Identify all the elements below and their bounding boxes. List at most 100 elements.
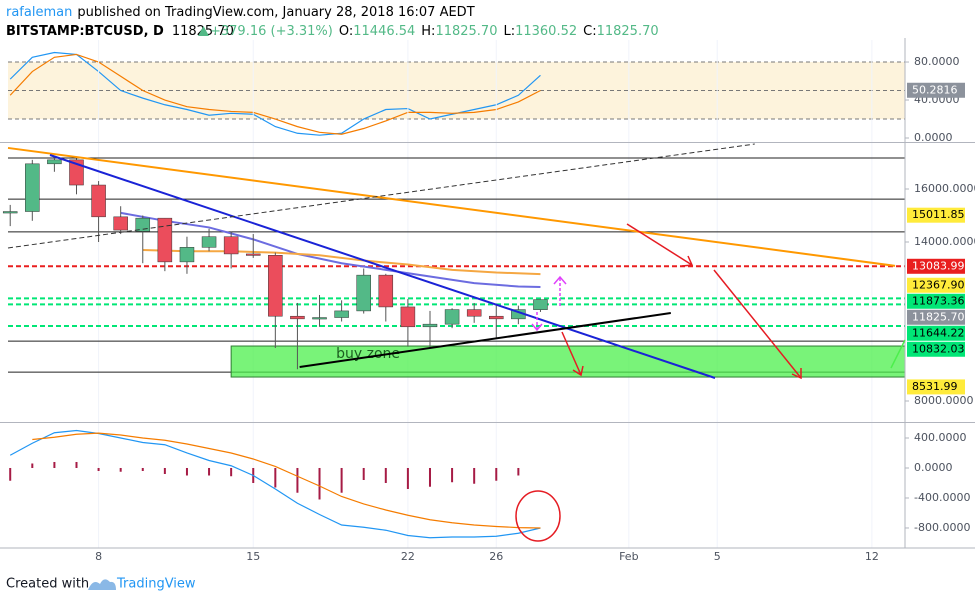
axis-label-box xyxy=(907,341,965,357)
histogram-bar xyxy=(185,467,188,476)
ohlc-value: 11825.70 xyxy=(435,24,497,39)
candle-body xyxy=(69,159,84,186)
axis-label-box xyxy=(907,277,965,293)
panes: 0.000040.000080.000050.28168000.00001400… xyxy=(2,40,975,563)
y-tick-label: -400.0000 xyxy=(914,491,970,504)
y-tick-label: 400.0000 xyxy=(914,431,967,444)
trendline xyxy=(7,146,896,267)
annotations xyxy=(515,223,906,542)
histogram-bar xyxy=(428,467,431,487)
arrow xyxy=(561,331,582,376)
candle-body xyxy=(356,274,371,312)
candle-body xyxy=(47,159,62,165)
histogram-bar xyxy=(274,467,277,488)
x-tick-label: 26 xyxy=(489,550,503,563)
arrow-head xyxy=(791,368,802,380)
histogram-bar xyxy=(9,467,12,481)
x-tick-label: Feb xyxy=(619,550,638,563)
axis-label: 50.2816 xyxy=(912,83,958,96)
green-stroke xyxy=(890,339,906,369)
histogram-bar xyxy=(141,467,144,471)
ohlc-value: 11825.70 xyxy=(597,24,659,39)
histogram-bar xyxy=(318,467,321,500)
arrow xyxy=(626,223,693,266)
axis-label: 10832.03 xyxy=(912,342,965,355)
histogram-bar xyxy=(119,467,122,472)
axis-label-box xyxy=(907,379,965,395)
ohlc-key: O: xyxy=(339,24,353,39)
moving-average xyxy=(120,211,541,289)
x-tick-label: 8 xyxy=(95,550,102,563)
candle-body xyxy=(2,211,18,214)
arrow xyxy=(713,269,802,379)
histogram-bar xyxy=(517,467,520,476)
axis-label: 11873.36 xyxy=(912,294,965,307)
axis-label-box xyxy=(907,309,965,325)
candle-body xyxy=(268,255,283,317)
axis-label: 15011.85 xyxy=(912,208,965,221)
ohlc-key: C: xyxy=(583,24,596,39)
histogram-bar xyxy=(451,467,454,483)
trendline xyxy=(49,154,716,379)
axis-label-box xyxy=(907,325,965,341)
candle-body xyxy=(378,274,394,308)
candle-body xyxy=(25,163,40,212)
axis-label: 11825.70 xyxy=(912,310,965,323)
histogram-bar xyxy=(296,467,299,493)
change: +379.16 (+3.31%) xyxy=(210,24,333,39)
candle-body xyxy=(489,315,504,320)
y-tick-label: 14000.0000 xyxy=(914,235,975,248)
histogram-bar xyxy=(473,467,476,484)
candle-body xyxy=(533,299,548,310)
y-tick-label: 16000.0000 xyxy=(914,182,975,195)
axis-label-box xyxy=(907,207,965,223)
axis-label-box xyxy=(907,82,965,98)
candle-body xyxy=(135,217,151,232)
arrow-head xyxy=(572,365,584,377)
footer-brand[interactable]: TradingView xyxy=(116,577,196,592)
histogram-bar xyxy=(340,467,343,493)
zone-label: buy zone xyxy=(336,346,400,362)
axis-label: 12367.90 xyxy=(912,278,965,291)
ohlc-value: 11446.54 xyxy=(353,24,415,39)
histogram-bar xyxy=(230,467,233,477)
up-icon xyxy=(198,26,209,36)
axis-label-box xyxy=(907,258,965,274)
logo xyxy=(88,579,116,590)
magenta-arrows xyxy=(531,275,567,332)
x-tick-label: 12 xyxy=(865,550,879,563)
candle-body xyxy=(157,217,173,263)
histogram-bar xyxy=(163,467,166,474)
y-tick-label: 0.0000 xyxy=(914,131,953,144)
published: published on TradingView.com, January 28… xyxy=(77,5,474,20)
candle-body xyxy=(422,323,438,328)
x-tick-label: 5 xyxy=(714,550,721,563)
histogram-bar xyxy=(208,467,211,476)
candle-body xyxy=(290,315,305,320)
y-tick-label: 8000.0000 xyxy=(914,394,974,407)
axis-label: 8531.99 xyxy=(912,380,958,393)
axis-label: 13083.99 xyxy=(912,259,965,272)
author[interactable]: rafaleman xyxy=(6,5,72,20)
symbol-line: BITSTAMP:BTCUSD, D11825.70 xyxy=(6,24,234,39)
candle-body xyxy=(113,216,128,231)
axis-label-box xyxy=(907,293,965,309)
symbol: BITSTAMP:BTCUSD, D xyxy=(6,24,164,39)
red-arrows xyxy=(515,223,802,542)
arrow-head xyxy=(531,323,543,332)
candle-body xyxy=(400,306,416,328)
histogram-bar xyxy=(406,467,409,489)
histogram-bar xyxy=(53,461,56,468)
candle-body xyxy=(334,310,349,318)
header-line: rafaleman published on TradingView.com, J… xyxy=(6,5,475,20)
change-line: +379.16 (+3.31%) O:11446.54 H:11825.70 L:11… xyxy=(210,24,659,39)
x-tick-label: 22 xyxy=(401,550,415,563)
axis-label: 11644.22 xyxy=(912,326,965,339)
trendline xyxy=(299,312,671,369)
histogram-bar xyxy=(495,467,498,481)
candle-body xyxy=(179,247,195,263)
ohlc-key: L: xyxy=(503,24,515,39)
series-line xyxy=(32,432,541,529)
candle-body xyxy=(91,184,106,218)
